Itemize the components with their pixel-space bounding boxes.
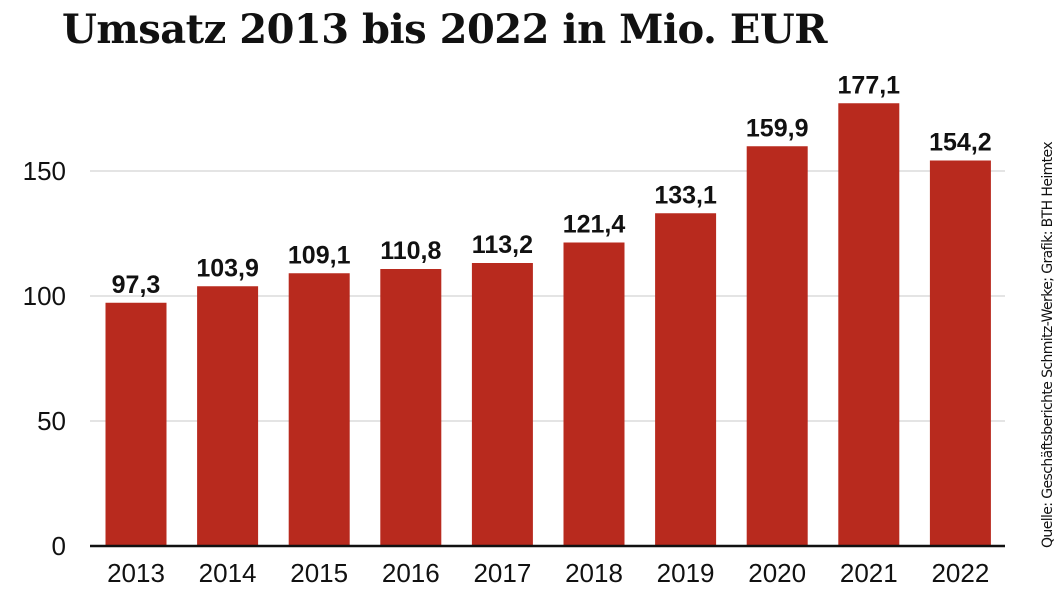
x-tick-label: 2022 (931, 558, 989, 588)
data-label: 177,1 (838, 71, 901, 99)
data-label: 121,4 (563, 211, 626, 239)
data-label: 154,2 (929, 129, 992, 157)
y-tick-label: 100 (23, 281, 66, 311)
data-label: 110,8 (380, 237, 441, 265)
x-tick-label: 2014 (199, 558, 257, 588)
data-label: 109,1 (288, 241, 351, 269)
data-label: 133,1 (654, 181, 717, 209)
x-tick-label: 2020 (748, 558, 806, 588)
bar (197, 286, 259, 546)
bar (380, 269, 442, 546)
y-tick-label: 50 (37, 406, 66, 436)
x-tick-label: 2019 (657, 558, 715, 588)
data-label: 103,9 (196, 254, 259, 282)
data-label: 159,9 (746, 114, 809, 142)
bar (929, 160, 991, 546)
x-tick-label: 2015 (290, 558, 348, 588)
y-tick-label: 0 (52, 531, 66, 561)
x-tick-label: 2018 (565, 558, 623, 588)
x-tick-label: 2016 (382, 558, 440, 588)
x-tick-label: 2021 (840, 558, 898, 588)
data-label: 97,3 (112, 271, 161, 299)
bar (471, 263, 533, 546)
x-tick-label: 2013 (107, 558, 165, 588)
y-tick-label: 150 (23, 156, 66, 186)
data-label: 113,2 (472, 231, 533, 259)
chart-title: Umsatz 2013 bis 2022 in Mio. EUR (62, 6, 828, 53)
bar (655, 213, 717, 546)
bar (563, 242, 625, 546)
bar (838, 103, 900, 546)
bar (288, 273, 350, 546)
x-tick-label: 2017 (473, 558, 531, 588)
bar (105, 302, 167, 546)
bar (746, 146, 808, 546)
